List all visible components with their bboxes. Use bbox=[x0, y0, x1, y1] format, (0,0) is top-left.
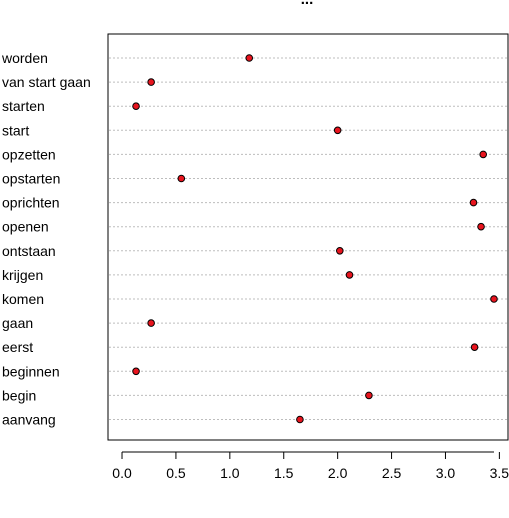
category-label: begin bbox=[2, 387, 36, 403]
category-labels: worden van start gaan starten start opzetten… bbox=[1, 50, 91, 428]
x-tick-label: 1.0 bbox=[220, 465, 240, 481]
data-point bbox=[490, 295, 498, 303]
x-axis-label: ... bbox=[301, 511, 313, 518]
category-label: eerst bbox=[2, 339, 33, 355]
category-label: start bbox=[2, 122, 29, 138]
data-point bbox=[470, 343, 479, 352]
category-label: aanvang bbox=[2, 412, 56, 428]
data-point bbox=[469, 198, 478, 207]
x-tick-label: 3.5 bbox=[490, 465, 509, 481]
x-axis: 0.0 0.5 1.0 1.5 2.0 2.5 3.0 3.5 bbox=[112, 451, 509, 481]
category-label: opstarten bbox=[2, 171, 60, 187]
data-point bbox=[177, 174, 186, 183]
chart-title: ... bbox=[301, 0, 314, 8]
category-label: worden bbox=[1, 50, 48, 66]
data-point bbox=[365, 391, 373, 400]
data-point bbox=[147, 319, 155, 327]
category-label: krijgen bbox=[2, 267, 43, 283]
category-label: komen bbox=[2, 291, 44, 307]
x-tick-label: 1.5 bbox=[274, 465, 294, 481]
x-tick-label: 0.0 bbox=[112, 465, 132, 481]
x-tick-label: 3.0 bbox=[436, 465, 456, 481]
category-label: beginnen bbox=[2, 363, 60, 379]
plot-frame bbox=[107, 33, 509, 441]
data-point bbox=[336, 247, 344, 255]
category-label: openen bbox=[2, 219, 49, 235]
x-tick-label: 2.0 bbox=[328, 465, 348, 481]
data-point bbox=[132, 102, 140, 110]
x-tick-label: 0.5 bbox=[166, 465, 186, 481]
data-point bbox=[479, 150, 488, 159]
category-label: ontstaan bbox=[2, 243, 56, 259]
data-points bbox=[132, 54, 498, 424]
data-point bbox=[296, 415, 304, 424]
data-point bbox=[345, 271, 354, 279]
category-label: gaan bbox=[2, 315, 33, 331]
category-label: starten bbox=[2, 98, 45, 114]
x-tick-label: 2.5 bbox=[382, 465, 402, 481]
category-label: oprichten bbox=[2, 195, 60, 211]
data-point bbox=[132, 367, 140, 376]
category-label: opzetten bbox=[2, 146, 56, 162]
data-point bbox=[477, 222, 485, 231]
grid-lines bbox=[109, 57, 507, 420]
data-point bbox=[333, 126, 342, 135]
data-point bbox=[147, 78, 155, 86]
data-point bbox=[245, 54, 254, 62]
category-label: van start gaan bbox=[2, 74, 91, 90]
